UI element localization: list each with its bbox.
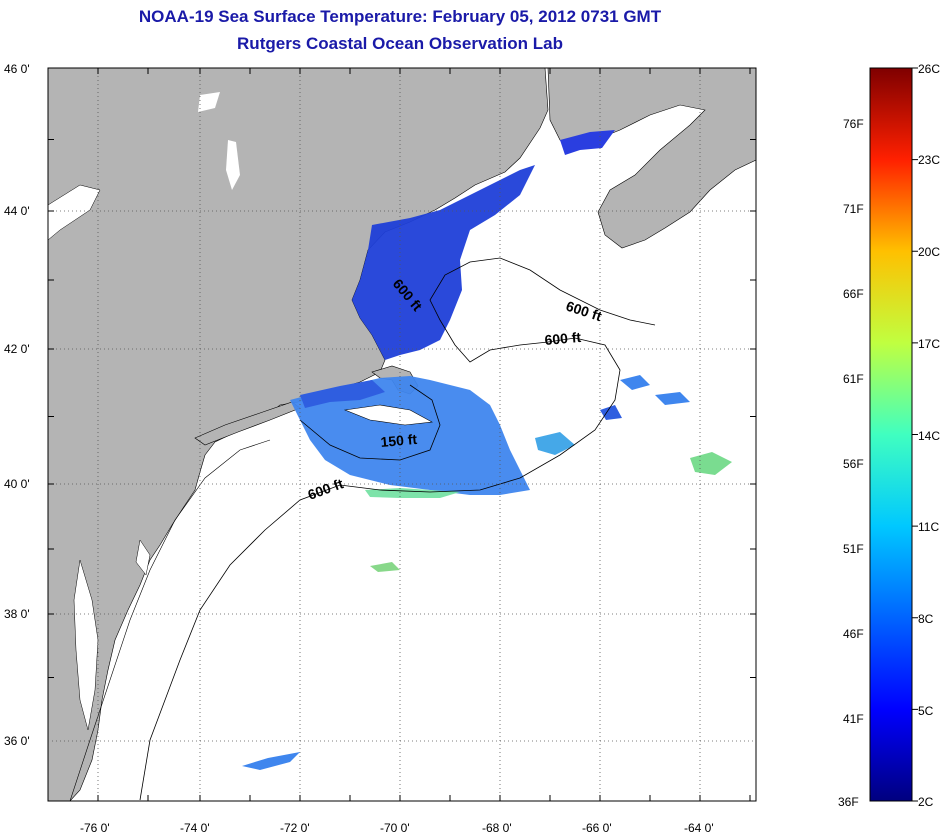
- lon-label: -70 0': [380, 821, 410, 835]
- contour-label: 150 ft: [380, 431, 418, 450]
- colorbar-celsius-label: 5C: [918, 704, 934, 718]
- colorbar-fahrenheit-label: 56F: [843, 457, 864, 471]
- colorbar-fahrenheit-label: 41F: [843, 712, 864, 726]
- sst-patch-south: [370, 562, 400, 572]
- colorbar-celsius-label: 23C: [918, 153, 940, 167]
- sst-patch-east: [690, 452, 732, 475]
- colorbar-celsius-label: 11C: [918, 520, 939, 534]
- lat-label: 46 0': [4, 62, 30, 76]
- colorbar-fahrenheit-label: 71F: [843, 202, 864, 216]
- sst-patch-scatter-2: [655, 392, 690, 405]
- colorbar-celsius-label: 20C: [918, 245, 940, 259]
- colorbar-fahrenheit-label: 51F: [843, 542, 864, 556]
- lake-small-1: [198, 92, 220, 112]
- lat-label: 36 0': [4, 734, 30, 748]
- lon-label: -76 0': [80, 821, 110, 835]
- colorbar-celsius-label: 17C: [918, 337, 940, 351]
- lake-ontario-edge: [48, 184, 101, 241]
- lon-label: -66 0': [582, 821, 612, 835]
- lon-label: -74 0': [180, 821, 210, 835]
- colorbar-celsius-label: 8C: [918, 612, 934, 626]
- delaware-bay: [135, 539, 151, 576]
- sst-patch-scatter-1: [620, 375, 650, 390]
- chesapeake-bay: [73, 559, 99, 731]
- colorbar-fahrenheit-label: 76F: [843, 117, 864, 131]
- map-subtitle: Rutgers Coastal Ocean Observation Lab: [237, 34, 563, 53]
- colorbar-celsius-label: 14C: [918, 429, 940, 443]
- sst-patch-scatter-3: [600, 405, 622, 420]
- lat-label: 40 0': [4, 477, 30, 491]
- map-frame: [47, 67, 757, 802]
- lat-label: 38 0': [4, 607, 30, 621]
- contour-150ft: [299, 384, 441, 461]
- lake-champlain: [226, 140, 240, 190]
- colorbar-fahrenheit-label: 61F: [843, 372, 864, 386]
- sst-patch-mid: [535, 432, 575, 455]
- colorbar-fahrenheit-label: 36F: [838, 795, 859, 809]
- axis-ticks: [48, 67, 756, 801]
- contour-600ft-shelf: [139, 337, 621, 801]
- sst-ne-shelf-dark: [300, 380, 385, 408]
- sst-ne-shelf: [290, 376, 530, 495]
- map-title: NOAA-19 Sea Surface Temperature: Februar…: [138, 7, 662, 26]
- sst-gulf-of-maine: [352, 165, 535, 360]
- georges-bank-bank: [343, 404, 433, 426]
- contour-label: 600 ft: [544, 329, 582, 348]
- lon-label: -64 0': [684, 821, 714, 835]
- lat-label: 44 0': [4, 204, 30, 218]
- lon-label: -68 0': [482, 821, 512, 835]
- lat-label: 42 0': [4, 342, 30, 356]
- sst-bay-of-fundy: [560, 130, 615, 155]
- colorbar: [869, 67, 913, 802]
- contour-inner-shelf: [69, 439, 271, 801]
- sst-patch-southwest: [242, 752, 300, 770]
- colorbar-fahrenheit-label: 46F: [843, 627, 864, 641]
- colorbar-fahrenheit-label: 66F: [843, 287, 864, 301]
- colorbar-ticks: [912, 67, 918, 802]
- contour-600ft-gom: [429, 257, 656, 363]
- lon-label: -72 0': [280, 821, 310, 835]
- colorbar-celsius-label: 2C: [918, 795, 934, 809]
- colorbar-celsius-label: 26C: [918, 62, 940, 76]
